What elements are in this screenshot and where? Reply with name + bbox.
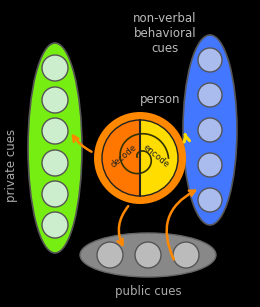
Ellipse shape <box>28 43 82 253</box>
Circle shape <box>42 181 68 207</box>
Circle shape <box>198 188 222 212</box>
Circle shape <box>94 112 186 204</box>
Ellipse shape <box>80 233 216 277</box>
Circle shape <box>198 48 222 72</box>
Circle shape <box>135 242 161 268</box>
Text: decode: decode <box>109 143 139 169</box>
Wedge shape <box>102 120 140 196</box>
Ellipse shape <box>183 35 237 225</box>
Circle shape <box>198 118 222 142</box>
Circle shape <box>97 242 123 268</box>
Circle shape <box>42 55 68 81</box>
Circle shape <box>42 118 68 144</box>
Circle shape <box>42 150 68 176</box>
Wedge shape <box>140 120 178 196</box>
Circle shape <box>42 87 68 113</box>
Text: public cues: public cues <box>115 286 181 298</box>
Text: encode: encode <box>141 143 171 169</box>
Text: private cues: private cues <box>5 128 18 202</box>
Circle shape <box>42 212 68 238</box>
Circle shape <box>173 242 199 268</box>
Circle shape <box>198 153 222 177</box>
Text: non-verbal
behavioral
cues: non-verbal behavioral cues <box>133 12 197 55</box>
Text: person: person <box>140 93 180 106</box>
Circle shape <box>198 83 222 107</box>
